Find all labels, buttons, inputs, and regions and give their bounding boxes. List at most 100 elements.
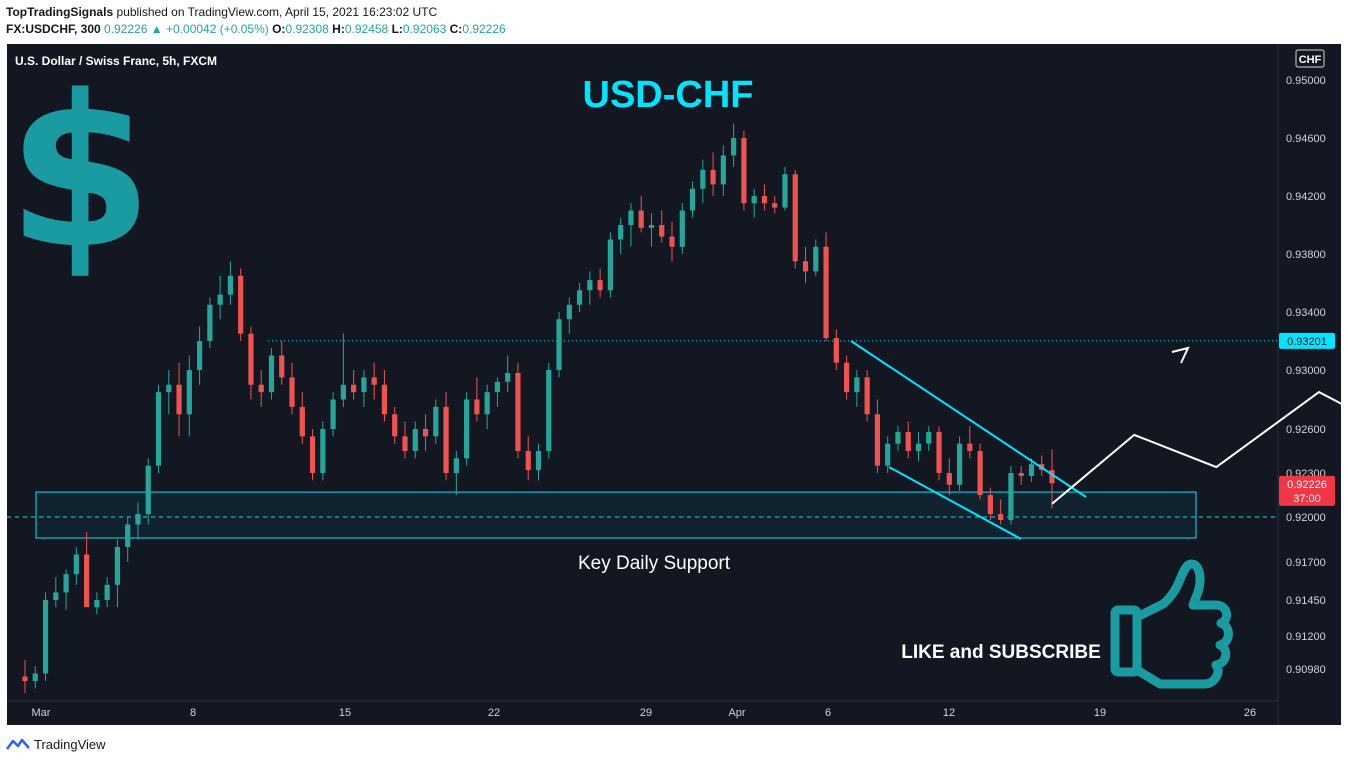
candle	[833, 329, 839, 370]
candle-body	[1028, 464, 1035, 476]
candle	[402, 421, 408, 459]
candle	[772, 196, 778, 214]
candle-body	[340, 384, 346, 400]
candle	[1028, 458, 1035, 482]
candle	[474, 377, 480, 422]
ohlc-line: FX:USDCHF, 300 0.92226 ▲ +0.00042 (+0.05…	[6, 22, 506, 36]
y-tick-label: 0.91200	[1286, 631, 1326, 643]
last-price: 0.92226	[104, 22, 148, 36]
candle-body	[936, 431, 942, 473]
x-tick-label: 26	[1244, 707, 1256, 719]
candle-body	[731, 138, 737, 156]
candle-body	[844, 362, 850, 393]
currency-badge[interactable]	[1295, 49, 1325, 68]
candle-body	[782, 174, 788, 208]
candle-body	[915, 443, 922, 451]
high-label: H:	[332, 22, 345, 36]
candle-body	[802, 261, 809, 272]
candle-body	[155, 392, 162, 466]
candle-body	[433, 406, 439, 437]
candle-body	[618, 225, 624, 240]
candle-body	[279, 355, 285, 378]
candle	[525, 436, 531, 481]
high-value: 0.92458	[344, 22, 389, 36]
candle	[289, 362, 295, 415]
candle	[42, 592, 49, 681]
candle	[279, 341, 285, 385]
x-tick-label: 8	[190, 707, 196, 719]
chart-title: USD-CHF	[583, 74, 754, 116]
candle-body	[351, 384, 357, 393]
candle	[1049, 449, 1055, 509]
candle	[443, 392, 449, 481]
candle	[166, 370, 172, 415]
candle-body	[1008, 473, 1014, 520]
candle-body	[987, 495, 993, 515]
candle	[196, 326, 203, 385]
close-label: C:	[449, 22, 463, 36]
tradingview-logo-icon[interactable]	[6, 737, 30, 751]
candle-body	[104, 584, 110, 600]
candle-body	[669, 236, 675, 247]
candle	[73, 547, 79, 585]
candle-body	[392, 414, 398, 437]
y-tick-label: 0.93800	[1286, 249, 1326, 261]
candle	[1008, 465, 1014, 525]
candle	[217, 275, 223, 320]
candle-body	[186, 370, 192, 415]
candle-body	[772, 203, 778, 208]
price-scale[interactable]: 0.95000 0.94600 0.94200 0.93800 0.93400 0.930…	[1277, 44, 1341, 725]
x-tick-label: 19	[1094, 707, 1106, 719]
candle-body	[258, 384, 264, 393]
open-value: 0.92308	[285, 22, 329, 36]
candle	[94, 592, 100, 615]
candle-body	[135, 514, 141, 525]
candle-body	[453, 458, 459, 473]
candle	[987, 487, 993, 520]
candle-body	[248, 333, 254, 385]
x-tick-label: Apr	[728, 707, 745, 719]
candle-body	[700, 169, 706, 189]
author-name[interactable]: TopTradingSignals	[6, 5, 114, 19]
candle	[648, 213, 655, 247]
candle-body	[22, 676, 28, 681]
candle	[628, 203, 634, 247]
candle-body	[946, 473, 952, 485]
candle	[720, 145, 726, 196]
candle-body	[874, 414, 881, 466]
candle-body	[402, 436, 408, 451]
candle	[576, 283, 583, 312]
brand-name[interactable]: TradingView	[34, 736, 106, 752]
projection-path	[1051, 390, 1348, 505]
time-scale[interactable]: Mar 8 15 22 29 Apr 6 12 19 26	[7, 700, 1278, 719]
candle	[53, 577, 59, 608]
open-label: O:	[272, 22, 286, 36]
candle-body	[576, 290, 583, 305]
candle-body	[371, 377, 377, 385]
candle	[956, 436, 963, 491]
price-scale-bg	[1278, 44, 1341, 725]
candle-body	[689, 188, 696, 211]
support-zone-label: Key Daily Support	[578, 553, 731, 574]
candle-body	[607, 239, 613, 291]
candle	[145, 458, 151, 525]
candle-body	[751, 196, 757, 204]
candle	[299, 392, 305, 444]
candle	[710, 152, 716, 196]
candle-body	[525, 451, 531, 471]
candle	[104, 577, 110, 608]
candle	[340, 333, 346, 407]
candle	[186, 355, 192, 437]
y-tick-label: 0.93000	[1286, 365, 1326, 377]
candle	[535, 443, 542, 481]
candle-body	[474, 399, 480, 415]
candle	[433, 399, 439, 444]
candle-body	[464, 399, 470, 459]
channel-lower-line	[888, 466, 1022, 540]
candle	[320, 421, 326, 481]
candle	[885, 436, 891, 473]
candle-body	[238, 275, 244, 334]
candle	[802, 246, 809, 283]
candle-body	[494, 381, 501, 393]
